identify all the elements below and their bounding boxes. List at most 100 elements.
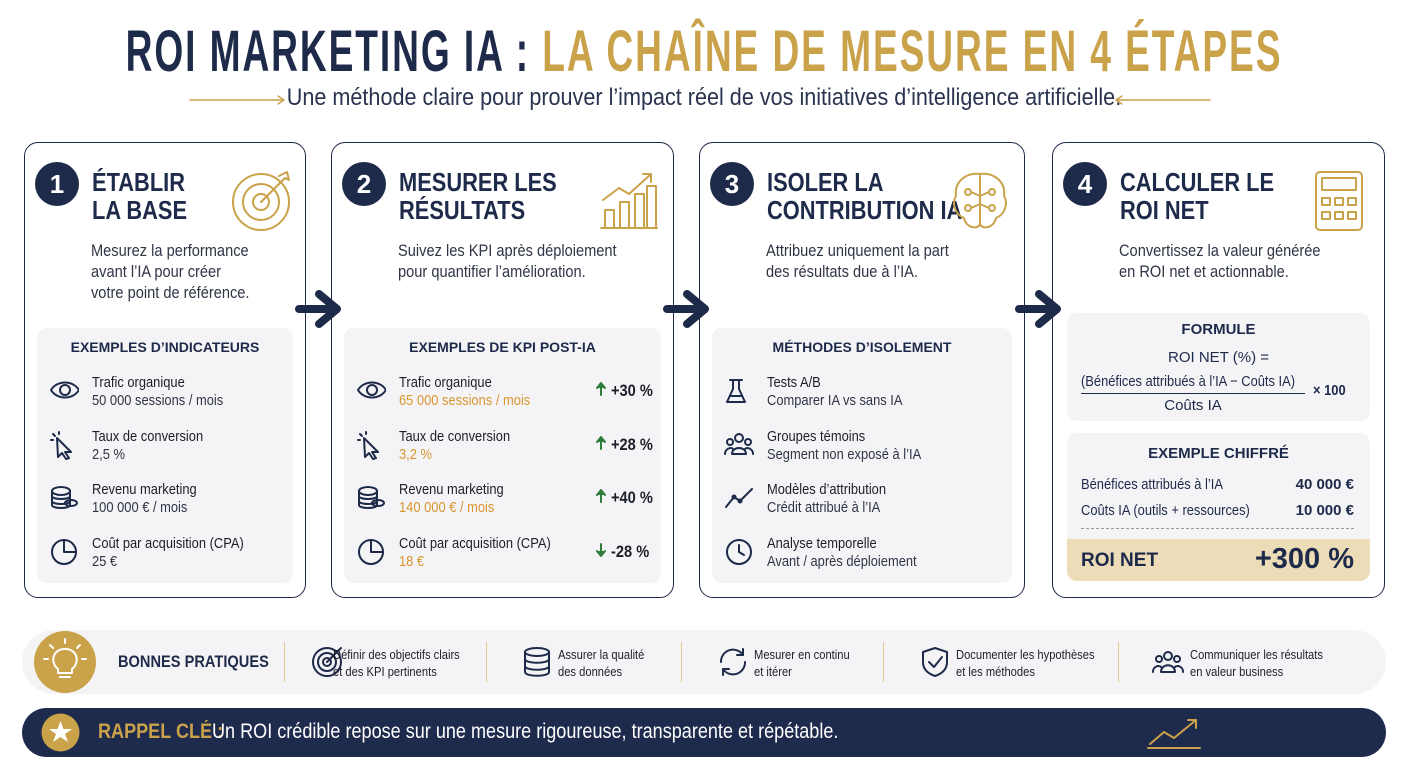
icon bbox=[595, 489, 607, 503]
icon-shape bbox=[34, 631, 96, 693]
icon-shape bbox=[646, 185, 657, 229]
reminder-label: RAPPEL CLÉ : bbox=[98, 720, 224, 743]
icon-shape bbox=[232, 173, 290, 231]
step-card: 1 ÉTABLIR LA BASE Mesurez la performance ava… bbox=[24, 142, 306, 598]
reminder-bar: RAPPEL CLÉ : Un ROI crédible repose sur u… bbox=[22, 708, 1386, 757]
icon-shape bbox=[1155, 655, 1163, 663]
icon bbox=[49, 376, 80, 406]
icon-shape bbox=[604, 209, 615, 229]
icon-shape bbox=[634, 193, 645, 229]
separator bbox=[883, 642, 884, 682]
icon-shape bbox=[1015, 290, 1061, 328]
icon-shape bbox=[357, 430, 379, 460]
practices-bar: BONNES PRATIQUES Définir des objectifs cl… bbox=[22, 630, 1386, 694]
result-label: ROI NET bbox=[1081, 550, 1159, 571]
item-value: 3,2 % bbox=[399, 445, 432, 463]
icon bbox=[724, 537, 754, 567]
icon-shape bbox=[363, 436, 379, 460]
icon bbox=[229, 168, 293, 234]
icon-shape bbox=[596, 489, 606, 503]
icon-shape bbox=[232, 171, 290, 231]
icon-shape bbox=[370, 538, 384, 553]
title: ROI MARKETING IA : LA CHAÎNE DE MESURE E… bbox=[126, 18, 1283, 85]
icon bbox=[34, 631, 96, 693]
icon-shape bbox=[1187, 719, 1197, 729]
icon-shape bbox=[41, 713, 80, 752]
separator bbox=[284, 642, 285, 682]
item-value: 100 000 € / mois bbox=[92, 499, 188, 516]
icon-shape bbox=[738, 543, 745, 556]
icon-shape bbox=[51, 486, 71, 496]
icon-shape bbox=[725, 488, 753, 508]
examples-box: MÉTHODES D’ISOLEMENT Tests A/B Comparer IA… bbox=[712, 328, 1012, 583]
icon bbox=[1152, 646, 1184, 678]
icon-shape bbox=[242, 183, 280, 221]
icon-shape bbox=[312, 647, 342, 677]
icon bbox=[356, 430, 386, 460]
practice-text: et des KPI pertinents bbox=[333, 664, 437, 679]
icon-shape bbox=[358, 486, 378, 496]
item-label: Tests A/B bbox=[767, 374, 821, 391]
icon-shape bbox=[724, 432, 754, 455]
icon-shape bbox=[189, 95, 285, 105]
icon-shape bbox=[1152, 651, 1184, 673]
item-value: 140 000 € / mois bbox=[399, 499, 495, 516]
item-label: Groupes témoins bbox=[767, 427, 866, 445]
item-label: Analyse temporelle bbox=[767, 534, 877, 552]
icon-shape bbox=[1152, 664, 1184, 673]
icon-shape bbox=[596, 542, 606, 557]
icon bbox=[724, 430, 754, 460]
icon-shape bbox=[922, 647, 948, 677]
icon bbox=[356, 483, 386, 513]
icon-shape bbox=[51, 538, 77, 565]
formula-numerator: (Bénéfices attribués à l’IA − Coûts IA) bbox=[1081, 373, 1296, 390]
step-card: 2 MESURER LES RÉSULTATS Suivez les KPI aprè… bbox=[331, 142, 674, 598]
example-value: 10 000 € bbox=[1295, 502, 1354, 519]
step-card: 4 CALCULER LE ROI NET Convertissez la valeu… bbox=[1052, 142, 1385, 598]
item-value: 65 000 sessions / mois bbox=[399, 392, 531, 409]
icon-shape bbox=[260, 177, 286, 203]
icon-shape bbox=[1334, 211, 1344, 220]
separator bbox=[486, 642, 487, 682]
formula-box: FORMULE ROI NET (%) = (Bénéfices attribués… bbox=[1067, 313, 1370, 421]
separator bbox=[681, 642, 682, 682]
icon-shape bbox=[322, 657, 332, 667]
icon-shape bbox=[1321, 211, 1331, 220]
icon-shape bbox=[726, 379, 746, 403]
separator bbox=[1081, 528, 1354, 529]
practice-text: des données bbox=[558, 664, 623, 679]
item-label: Coût par acquisition (CPA) bbox=[92, 534, 244, 552]
icon-shape bbox=[596, 382, 606, 396]
subtitle: Une méthode claire pour prouver l’impact… bbox=[286, 84, 1122, 111]
icon-shape bbox=[596, 382, 606, 389]
icon-shape bbox=[50, 381, 80, 399]
icon-shape bbox=[358, 495, 378, 505]
icon bbox=[1308, 168, 1372, 234]
item-value: 25 € bbox=[92, 552, 118, 570]
icon-shape bbox=[726, 538, 752, 565]
step-description: Suivez les KPI après déploiement bbox=[398, 241, 617, 260]
icon-shape bbox=[744, 437, 752, 446]
item-label: Taux de conversion bbox=[399, 427, 511, 445]
icon-shape bbox=[359, 432, 363, 437]
icon bbox=[49, 483, 79, 513]
icon bbox=[663, 290, 711, 328]
icon-shape bbox=[1163, 651, 1173, 661]
icon-shape bbox=[719, 648, 747, 676]
icon-shape bbox=[277, 95, 285, 105]
practice-text: et les méthodes bbox=[956, 664, 1035, 679]
step-description: avant l’IA pour créer bbox=[91, 262, 222, 281]
separator bbox=[1118, 642, 1119, 682]
icon-shape bbox=[252, 193, 270, 211]
icon-shape bbox=[724, 446, 754, 455]
title-part: ROI MARKETING IA : bbox=[125, 19, 530, 84]
item-label: Coût par acquisition (CPA) bbox=[399, 534, 551, 552]
icon-shape bbox=[358, 486, 385, 509]
icon-shape bbox=[619, 201, 630, 229]
example-value: 40 000 € bbox=[1295, 476, 1354, 493]
icon-shape bbox=[524, 651, 550, 677]
icon bbox=[311, 646, 343, 678]
icon-shape bbox=[295, 290, 341, 328]
item-change: -28 % bbox=[611, 541, 650, 561]
